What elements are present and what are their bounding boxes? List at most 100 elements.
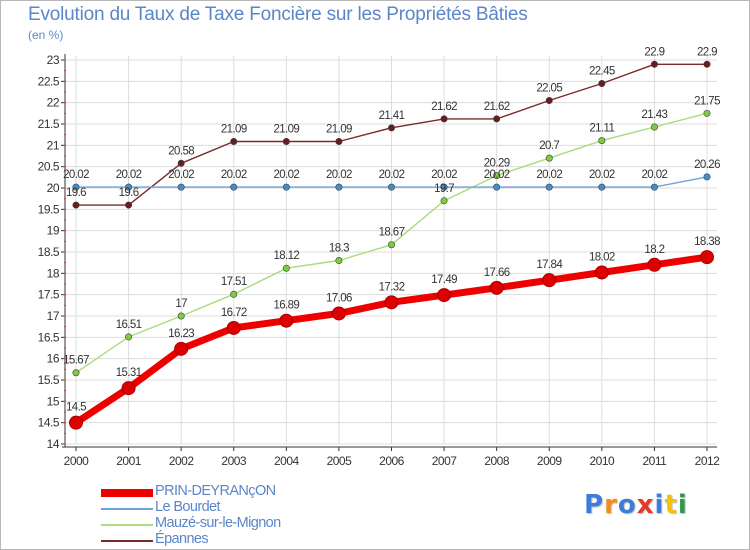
data-label: 15.67 (63, 355, 89, 367)
data-point (69, 415, 83, 430)
data-label: 21.09 (326, 123, 352, 135)
data-point (703, 60, 711, 68)
proxiti-logo: Proxiti (584, 490, 688, 520)
data-label: 20.02 (536, 169, 562, 181)
data-point (125, 201, 133, 209)
y-tick-label: 22.5 (38, 74, 60, 88)
chart-title: Evolution du Taux de Taxe Foncière sur l… (28, 4, 528, 25)
y-tick-label: 21.5 (38, 117, 60, 131)
data-point (387, 241, 395, 249)
data-label: 21.43 (642, 109, 668, 121)
data-labels-layer: 19.6 19.6 20.58 21.09 21.09 21.09 21.41 21.62 21… (63, 46, 721, 414)
data-label: 19.6 (66, 187, 86, 199)
x-tick-label: 2002 (169, 454, 195, 468)
data-point (282, 264, 290, 272)
legend-swatch (101, 524, 153, 526)
data-label: 21.62 (431, 101, 457, 113)
data-label: 20.26 (694, 159, 720, 171)
data-label: 17.84 (536, 259, 563, 271)
data-label: 22.9 (644, 46, 664, 58)
data-label: 17.49 (431, 274, 457, 286)
data-label: 20.02 (589, 169, 615, 181)
data-point (335, 183, 343, 191)
chart-unit-subtitle: (en %) (28, 28, 64, 42)
data-point (335, 257, 343, 265)
data-point (279, 313, 294, 328)
y-tick-label: 16.5 (38, 330, 60, 344)
data-point (598, 79, 606, 87)
data-label: 16.89 (273, 300, 299, 312)
data-label: 18.2 (644, 244, 664, 256)
data-point (437, 288, 452, 303)
data-point (121, 381, 136, 396)
data-point (440, 197, 448, 205)
y-tick-label: 19.5 (38, 202, 60, 216)
data-point (542, 273, 557, 288)
y-tick-label: 18 (47, 266, 60, 280)
data-point (598, 137, 606, 145)
data-point (545, 154, 553, 162)
data-label: 17.06 (326, 292, 352, 304)
data-point (545, 97, 553, 105)
data-point (72, 183, 80, 191)
data-label: 17.32 (379, 281, 405, 293)
data-label: 17.51 (221, 276, 247, 288)
data-point (700, 250, 714, 265)
legend-label: Le Bourdet (155, 499, 221, 515)
data-point (335, 137, 343, 145)
y-tick-label: 18.5 (38, 245, 60, 259)
y-tick-label: 17 (47, 309, 60, 323)
data-label: 21.09 (221, 123, 247, 135)
data-label: 20.02 (168, 169, 194, 181)
data-label: 18.38 (694, 236, 720, 248)
data-label: 20.02 (379, 169, 405, 181)
legend-label: Épannes (155, 531, 209, 547)
data-point (384, 295, 399, 310)
data-point (545, 183, 553, 191)
data-label: 21.11 (589, 123, 614, 135)
data-label: 21.41 (379, 110, 405, 122)
data-label: 22.05 (536, 83, 562, 95)
data-label: 20.29 (484, 158, 510, 170)
y-tick-label: 22 (47, 96, 60, 110)
data-label: 18.3 (329, 243, 349, 255)
series-points-layer (69, 60, 714, 430)
y-tick-label: 15.5 (38, 373, 60, 387)
data-point (230, 183, 238, 191)
data-label: 20.02 (431, 169, 457, 181)
data-point (650, 60, 658, 68)
legend-swatch (101, 540, 153, 542)
data-label: 20.58 (168, 145, 194, 157)
data-point (331, 306, 346, 321)
data-point (387, 183, 395, 191)
data-label: 15.31 (116, 367, 142, 379)
data-label: 16.51 (116, 319, 142, 331)
x-tick-label: 2011 (643, 454, 668, 468)
data-point (440, 183, 448, 191)
data-label: 18.12 (273, 250, 299, 262)
axes-layer: 1414.51515.51616.51717.51818.51919.52020… (38, 53, 721, 468)
data-label: 20.02 (326, 169, 352, 181)
data-label: 20.02 (221, 169, 247, 181)
x-tick-label: 2003 (221, 454, 247, 468)
data-label: 22.45 (589, 65, 615, 77)
y-tick-label: 23 (47, 53, 60, 67)
y-tick-label: 14 (47, 437, 60, 451)
data-label: 19.7 (434, 183, 454, 195)
data-label: 19.6 (119, 187, 139, 199)
data-point (177, 312, 185, 320)
data-point (125, 333, 133, 341)
legend-label: PRIN-DEYRANçON (155, 483, 276, 499)
y-tick-label: 15 (47, 394, 60, 408)
data-label: 16.23 (168, 328, 194, 340)
data-point (387, 124, 395, 132)
data-label: 20.02 (273, 169, 299, 181)
data-point (177, 159, 185, 167)
data-label: 14.5 (66, 402, 86, 414)
data-label: 20.02 (63, 169, 89, 181)
data-label: 17 (175, 298, 187, 310)
x-tick-label: 2008 (484, 454, 510, 468)
y-tick-label: 14.5 (38, 416, 60, 430)
data-label: 20.02 (116, 169, 142, 181)
